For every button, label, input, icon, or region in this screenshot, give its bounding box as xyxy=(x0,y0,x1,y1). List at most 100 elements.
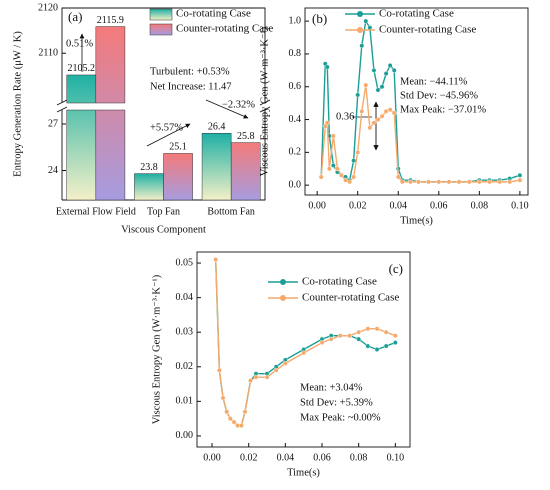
marker xyxy=(273,367,279,373)
marker xyxy=(466,179,472,185)
marker xyxy=(319,340,325,345)
marker xyxy=(359,43,365,49)
legend-label: Co-rotating Case xyxy=(302,276,377,288)
marker xyxy=(517,172,523,178)
legend-label: Counter-rotating Case xyxy=(302,292,399,304)
marker xyxy=(399,179,405,185)
x-axis-title: Viscous Component xyxy=(121,224,206,235)
panel-label: (b) xyxy=(312,11,327,26)
marker xyxy=(347,179,352,185)
marker xyxy=(392,340,398,345)
y-tick-label: 0.02 xyxy=(176,361,194,372)
axis-break xyxy=(259,99,271,113)
marker xyxy=(326,166,332,172)
axis-break xyxy=(56,99,68,113)
annotation: 0.51% xyxy=(66,38,93,49)
annotation: Std Dev: +5.39% xyxy=(300,397,373,408)
annotation: Max Peak: −37.01% xyxy=(400,104,486,115)
marker xyxy=(371,120,377,126)
value-label: 23.8 xyxy=(140,162,158,173)
y-tick-label: 1.0 xyxy=(289,15,302,26)
marker xyxy=(324,120,330,126)
marker xyxy=(282,360,288,366)
y-tick-label: 0.01 xyxy=(176,396,194,407)
marker xyxy=(227,416,233,422)
marker xyxy=(374,326,380,332)
marker xyxy=(408,179,413,185)
marker xyxy=(264,374,270,380)
panel-label: (c) xyxy=(389,261,403,276)
marker xyxy=(391,110,397,116)
y-tick-label: 0.4 xyxy=(289,114,302,125)
axis-line xyxy=(61,7,266,201)
legend-marker xyxy=(280,295,286,301)
marker xyxy=(324,64,330,70)
y-tick-label: 0.8 xyxy=(289,48,302,59)
annotation: Turbulent: +0.53% xyxy=(150,66,230,77)
marker xyxy=(395,174,401,180)
marker xyxy=(387,107,393,113)
annotation: Mean: −44.11% xyxy=(400,76,468,87)
marker xyxy=(328,336,334,342)
marker xyxy=(248,378,253,384)
value-label: 25.1 xyxy=(169,142,187,153)
marker xyxy=(301,350,307,356)
marker xyxy=(356,336,362,342)
x-tick-label: 0.06 xyxy=(313,452,331,463)
x-tick-label: 0.10 xyxy=(387,452,405,463)
x-tick-label: 0.08 xyxy=(350,452,368,463)
marker xyxy=(487,179,492,185)
marker xyxy=(355,149,361,155)
x-tick-label: 0.10 xyxy=(511,200,529,211)
annotation: Max Peak: ~0.00% xyxy=(300,412,381,423)
marker xyxy=(330,163,336,168)
marker xyxy=(363,18,369,24)
marker xyxy=(242,409,248,415)
arrow xyxy=(146,123,191,147)
marker xyxy=(371,67,377,73)
legend-swatch xyxy=(149,23,173,36)
marker xyxy=(351,158,357,163)
marker xyxy=(383,343,389,349)
y-tick-label: 2120 xyxy=(38,2,58,13)
marker xyxy=(365,343,371,349)
marker xyxy=(355,92,361,98)
marker xyxy=(379,113,385,119)
x-tick-label: External Flow Field xyxy=(56,206,136,217)
x-tick-label: Bottom Fan xyxy=(207,206,255,217)
y-tick-label: 0.05 xyxy=(176,257,194,268)
marker xyxy=(253,374,259,380)
marker xyxy=(220,395,226,401)
x-tick-label: 0.06 xyxy=(430,200,448,211)
annotation: Mean: +3.04% xyxy=(300,382,363,393)
marker xyxy=(365,326,371,332)
marker xyxy=(347,333,352,339)
marker xyxy=(318,174,324,180)
y-tick-label: 2110 xyxy=(38,48,58,59)
x-tick-label: 0.02 xyxy=(240,452,258,463)
legend-label: Counter-rotating Case xyxy=(379,24,476,36)
marker xyxy=(383,71,389,77)
y-tick-label: 0.6 xyxy=(289,81,302,92)
marker xyxy=(231,419,237,425)
marker xyxy=(446,179,452,185)
x-tick-label: 0.00 xyxy=(203,452,221,463)
bar xyxy=(230,142,261,201)
arrow xyxy=(205,99,249,119)
marker xyxy=(359,108,365,114)
y-tick-label: 27 xyxy=(48,118,58,129)
series-line xyxy=(320,19,521,183)
y-axis-title: Viscous Entropy Gen (W·m⁻³·K⁻¹) xyxy=(259,26,270,176)
marker xyxy=(374,347,380,352)
series-line xyxy=(320,84,521,183)
annotation: Std Dev: −45.96% xyxy=(400,90,478,101)
legend-marker xyxy=(357,27,363,33)
marker xyxy=(216,367,222,373)
marker xyxy=(383,329,389,335)
marker xyxy=(351,174,357,180)
bar xyxy=(66,74,97,201)
y-tick-label: 0.03 xyxy=(176,327,194,338)
marker xyxy=(238,423,244,428)
marker xyxy=(436,179,442,185)
annotation: +5.57% xyxy=(150,122,183,133)
